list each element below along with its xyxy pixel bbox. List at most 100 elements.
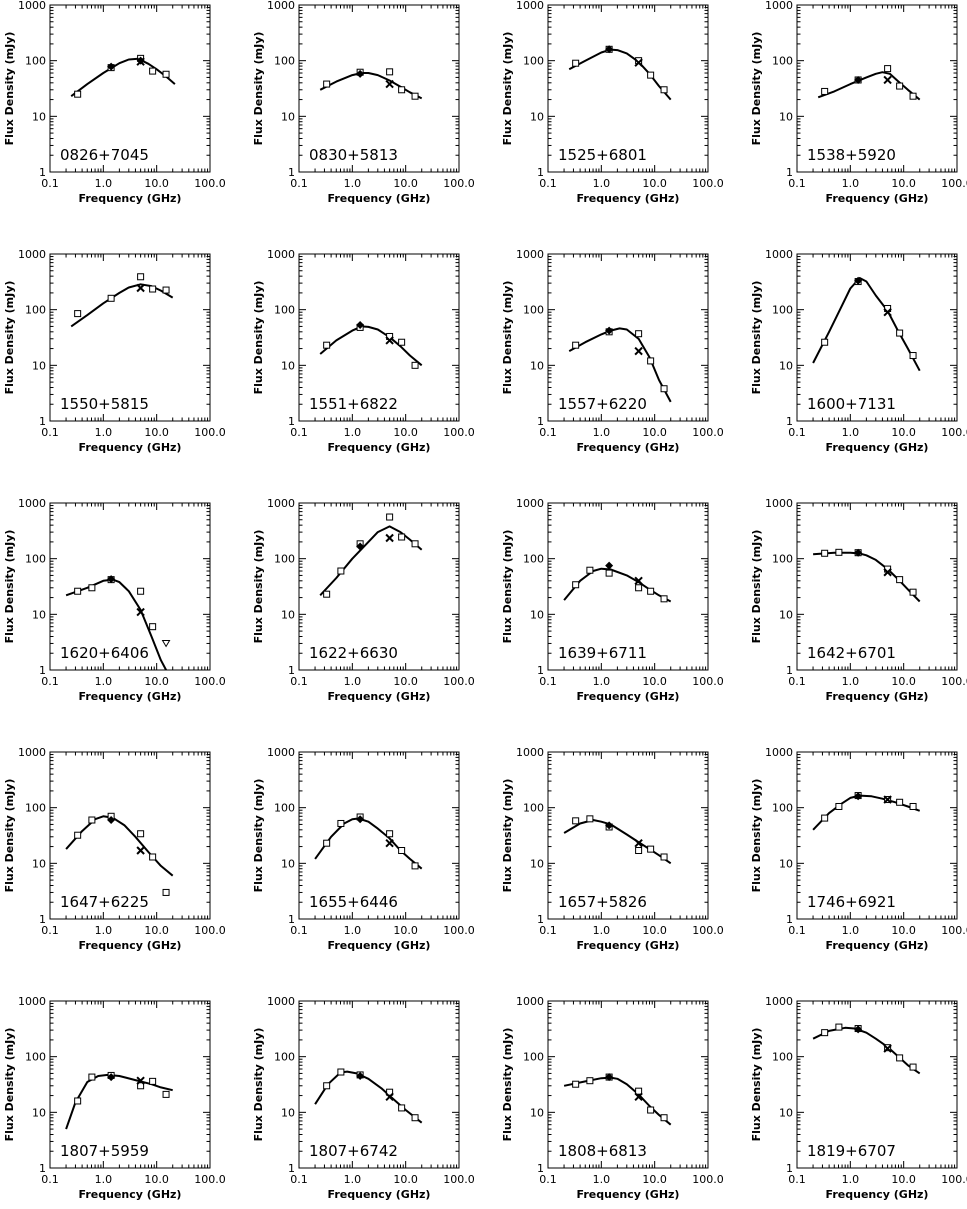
diamond-point	[605, 1073, 614, 1082]
square-point	[896, 1054, 904, 1062]
square-point	[337, 567, 345, 575]
y-tick-label: 100	[523, 802, 544, 815]
y-tick-label: 100	[523, 553, 544, 566]
y-tick-label: 1	[786, 166, 793, 179]
sed-panel: 0.1 1.0 10.0 100.0 1 10 100 1000 Frequency (GHz)…	[3, 248, 226, 454]
data-layer	[70, 273, 174, 328]
x-tick-label: 1.0	[95, 426, 113, 439]
x-tick-label: 10.0	[642, 1173, 667, 1186]
diamond-point	[356, 815, 365, 824]
diamond-point	[356, 542, 365, 551]
y-axis-title: Flux Density (mJy)	[3, 530, 16, 644]
cross-point	[385, 1092, 394, 1102]
square-point	[572, 581, 580, 589]
y-axis-title: Flux Density (mJy)	[501, 1028, 514, 1142]
source-name: 1622+6630	[309, 644, 398, 662]
x-tick-label: 1.0	[842, 177, 860, 190]
source-name: 1819+6707	[807, 1142, 896, 1160]
x-tick-label: 1.0	[344, 924, 362, 937]
square-point	[107, 294, 115, 302]
plot-frame	[49, 1000, 211, 1169]
square-point	[162, 286, 170, 294]
diamond-point	[854, 1025, 863, 1034]
y-tick-label: 1000	[765, 248, 793, 261]
x-tick-label: 10.0	[393, 675, 418, 688]
cross-point	[634, 346, 643, 356]
y-axis-title: Flux Density (mJy)	[750, 779, 763, 893]
data-layer	[319, 321, 423, 369]
x-tick-label: 10.0	[642, 177, 667, 190]
x-axis-title: Frequency (GHz)	[826, 1188, 929, 1201]
x-tick-label: 1.0	[344, 1173, 362, 1186]
cross-point	[136, 846, 145, 855]
square-point	[323, 1082, 331, 1090]
square-point	[323, 341, 331, 349]
y-axis-title: Flux Density (mJy)	[501, 281, 514, 395]
x-tick-label: 0.1	[290, 675, 308, 688]
square-point	[605, 569, 613, 577]
y-axis-title: Flux Density (mJy)	[3, 779, 16, 893]
y-tick-label: 1	[288, 664, 295, 677]
sed-panel: 0.1 1.0 10.0 100.0 1 10 100 1000 Frequency (GHz)…	[252, 0, 475, 205]
fit-curve	[813, 551, 921, 603]
x-tick-label: 100.0	[194, 426, 226, 439]
square-point	[386, 1088, 394, 1096]
square-point	[88, 816, 96, 824]
square-point	[162, 70, 170, 78]
x-tick-label: 100.0	[941, 675, 967, 688]
square-point	[323, 839, 331, 847]
diamond-point	[854, 792, 863, 801]
square-point	[909, 1063, 917, 1071]
y-tick-label: 1000	[18, 0, 46, 12]
square-point	[647, 71, 655, 79]
square-point	[411, 1114, 419, 1122]
square-point	[386, 830, 394, 838]
x-tick-label: 10.0	[891, 177, 916, 190]
x-axis-title: Frequency (GHz)	[328, 690, 431, 703]
y-tick-label: 1	[786, 1162, 793, 1175]
data-layer	[563, 561, 672, 603]
source-name: 1551+6822	[309, 395, 398, 413]
x-tick-label: 1.0	[593, 426, 611, 439]
x-tick-label: 10.0	[144, 924, 169, 937]
y-tick-label: 1000	[516, 746, 544, 759]
diamond-point	[356, 69, 365, 78]
sed-panel: 0.1 1.0 10.0 100.0 1 10 100 1000 Frequency (GHz)…	[501, 248, 724, 454]
y-tick-label: 1	[39, 415, 46, 428]
y-tick-label: 100	[25, 1051, 46, 1064]
fit-curve	[319, 72, 423, 100]
square-point	[821, 87, 829, 95]
x-tick-label: 100.0	[692, 675, 724, 688]
y-tick-label: 1	[537, 913, 544, 926]
sed-panel: 0.1 1.0 10.0 100.0 1 10 100 1000 Frequency (GHz)…	[3, 0, 226, 205]
y-tick-label: 1000	[516, 995, 544, 1008]
data-layer	[65, 1071, 173, 1130]
x-tick-label: 10.0	[144, 675, 169, 688]
diamond-point	[605, 326, 614, 335]
cross-point	[883, 75, 892, 85]
square-point	[337, 819, 345, 827]
y-tick-label: 100	[274, 304, 295, 317]
fit-curve	[812, 277, 921, 372]
square-point	[660, 86, 668, 94]
diamond-point	[854, 75, 863, 84]
square-point	[660, 853, 668, 861]
y-tick-label: 10	[779, 857, 793, 870]
y-tick-label: 10	[530, 110, 544, 123]
x-tick-label: 0.1	[290, 924, 308, 937]
y-tick-label: 1000	[765, 746, 793, 759]
plot-frame	[796, 253, 958, 422]
source-name: 1639+6711	[558, 644, 647, 662]
square-point	[821, 814, 829, 822]
square-point	[398, 86, 406, 94]
x-tick-label: 10.0	[891, 675, 916, 688]
square-point	[162, 1090, 170, 1098]
plot-frame	[547, 1000, 709, 1169]
plot-frame	[298, 751, 460, 920]
square-point	[398, 1104, 406, 1112]
square-point	[586, 1077, 594, 1085]
y-axis-title: Flux Density (mJy)	[750, 1028, 763, 1142]
fit-curve	[563, 819, 672, 865]
diamond-point	[854, 276, 863, 285]
x-tick-label: 1.0	[95, 177, 113, 190]
